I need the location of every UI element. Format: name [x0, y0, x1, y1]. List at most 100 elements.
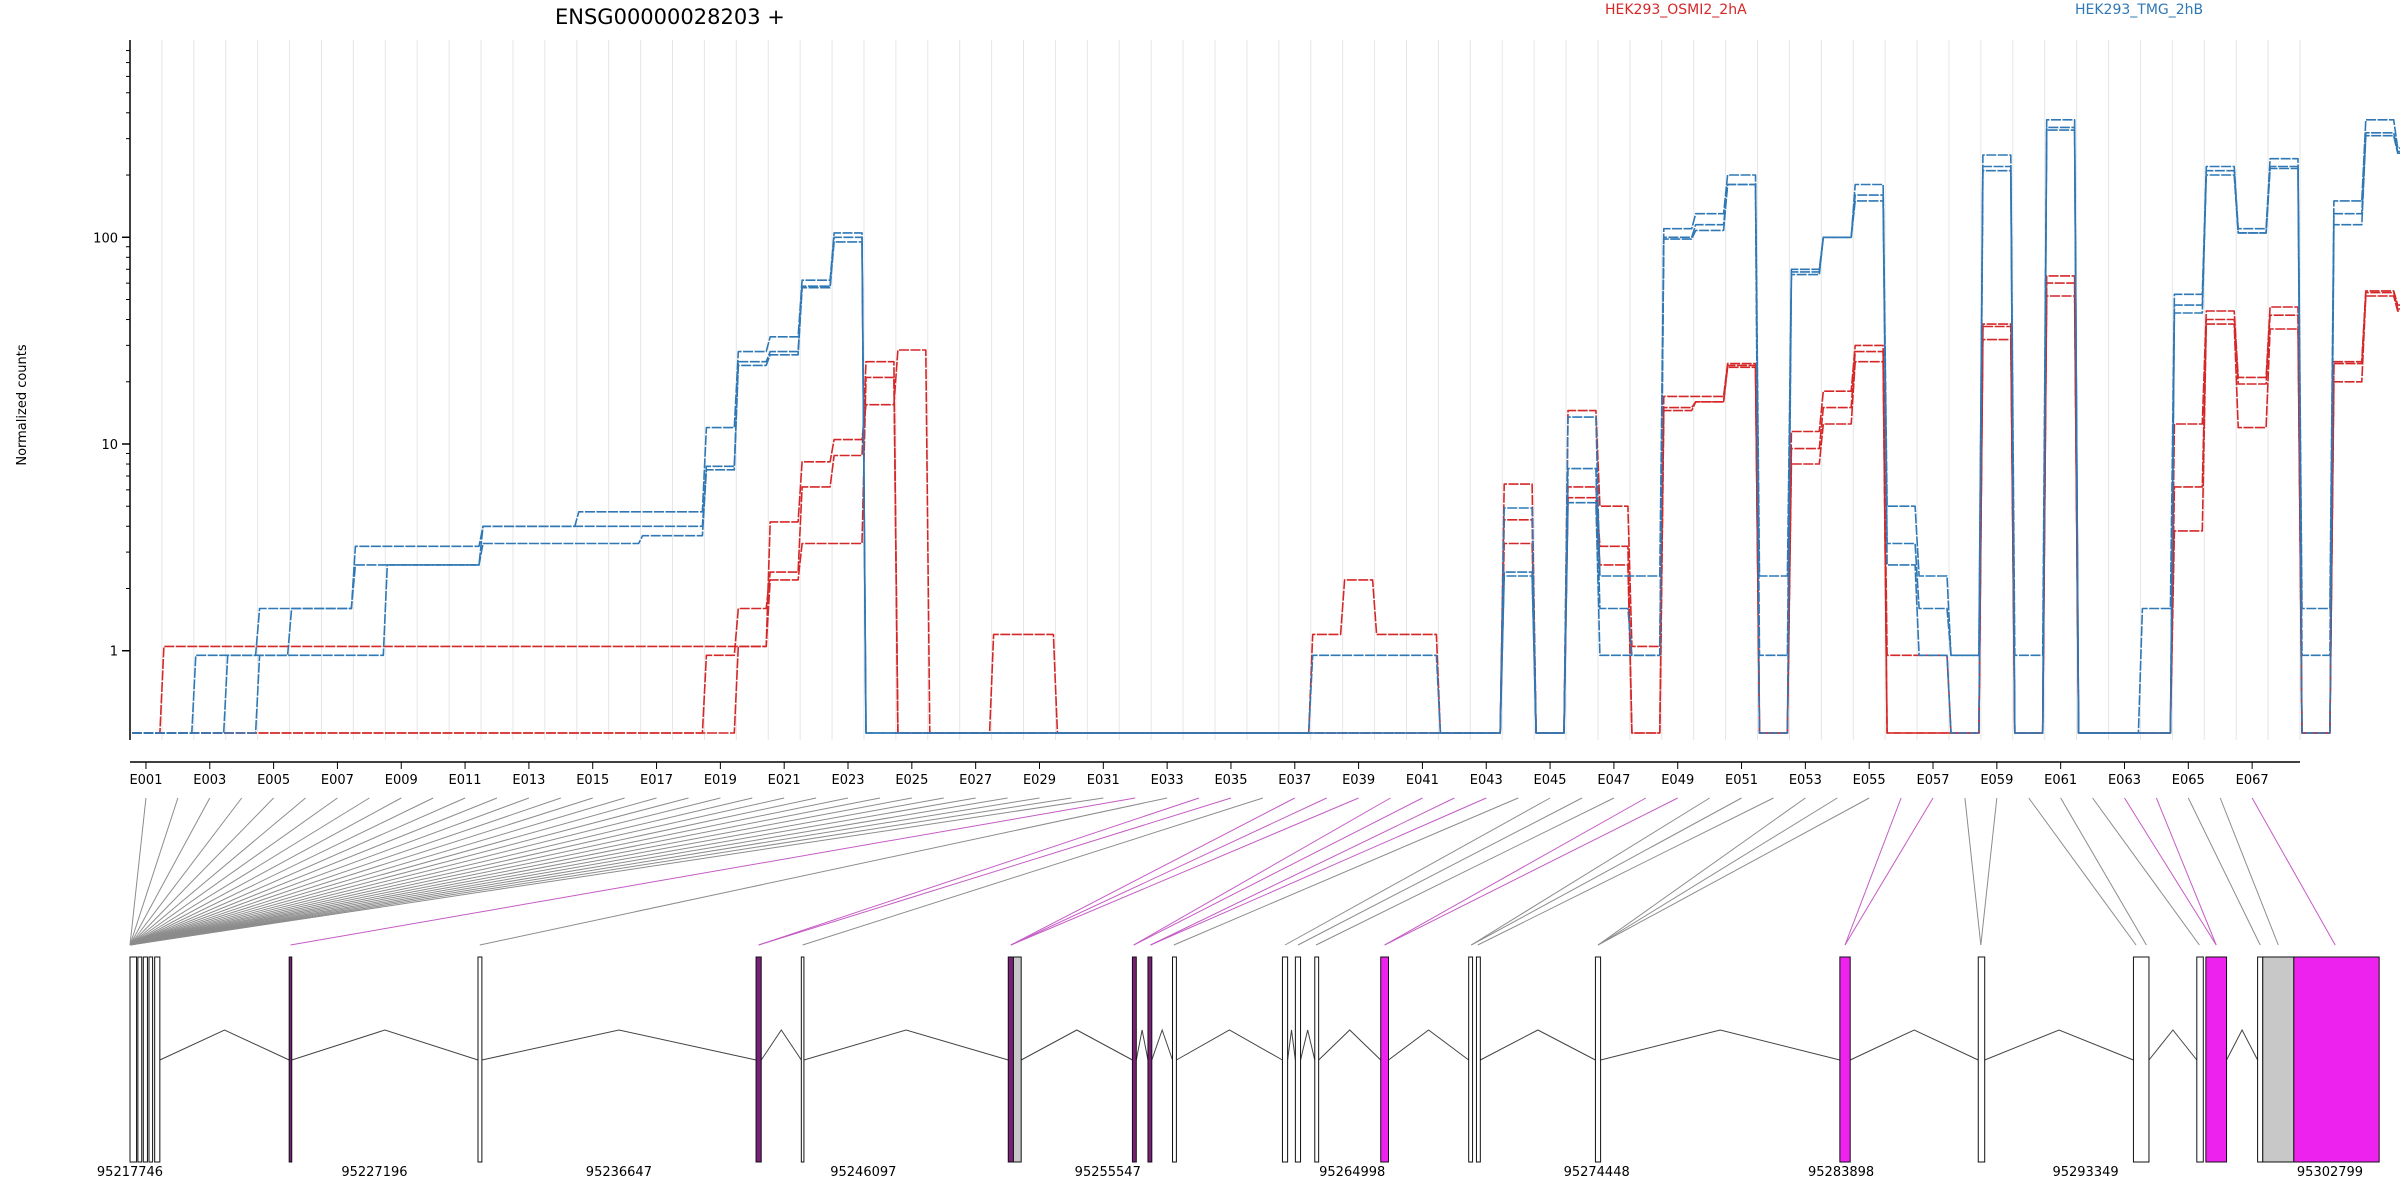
exon-connector	[2187, 797, 2261, 946]
exon-box-white	[129, 956, 138, 1163]
exon-connector	[1010, 797, 1327, 946]
exon-connector	[2092, 797, 2200, 946]
intron-line	[1300, 1029, 1316, 1061]
exon-connector	[129, 797, 434, 946]
exon-box-white	[1281, 956, 1289, 1163]
exon-connector	[129, 797, 657, 946]
exon-connector	[1964, 797, 1982, 946]
exon-box-gray	[1012, 956, 1022, 1163]
exon-connector	[129, 797, 561, 946]
exon-connector	[129, 797, 243, 946]
exon-connector	[1133, 797, 1391, 946]
genomic-tick-label: 95302799	[2297, 1165, 2363, 1180]
exon-connector	[129, 797, 625, 946]
series-line-blue	[132, 126, 2400, 734]
exon-connector	[129, 797, 1040, 946]
series-line-blue	[132, 119, 2400, 734]
exon-connector	[129, 797, 466, 946]
x-tick-label: E063	[2108, 773, 2141, 788]
genomic-tick-label: 95274448	[1564, 1165, 1630, 1180]
exon-connector	[1315, 797, 1615, 946]
exon-connector	[1297, 797, 1583, 946]
exon-connector	[802, 797, 1264, 946]
exon-connector	[129, 797, 849, 946]
exon-box-white	[800, 956, 805, 1163]
intron-line	[1849, 1029, 1979, 1061]
exon-connector	[1384, 797, 1647, 946]
exon-box-white	[1172, 956, 1177, 1163]
intron-line	[1020, 1029, 1133, 1061]
x-tick-label: E039	[1342, 773, 1375, 788]
series-line-red	[132, 275, 2400, 734]
x-tick-label: E005	[257, 773, 290, 788]
exon-connector	[129, 797, 721, 946]
exon-box-purple	[1007, 956, 1014, 1163]
exon-connector	[129, 797, 976, 946]
legend-tmg: HEK293_TMG_2hB	[2075, 2, 2203, 18]
x-tick-label: E017	[640, 773, 673, 788]
exon-connector	[129, 797, 498, 946]
exon-box-white	[142, 956, 148, 1163]
y-tick-label: 1	[110, 645, 118, 660]
x-tick-label: E023	[831, 773, 864, 788]
exon-box-purple	[1131, 956, 1137, 1163]
exon-connector	[1980, 797, 1998, 946]
x-tick-label: E025	[895, 773, 928, 788]
exon-box-white	[2257, 956, 2264, 1163]
exon-box-purple	[755, 956, 762, 1163]
exon-connector	[1597, 797, 1806, 946]
exon-connector	[129, 797, 211, 946]
exon-connector	[129, 797, 881, 946]
intron-line	[1480, 1029, 1596, 1061]
exon-box-white	[137, 956, 143, 1163]
intron-line	[1151, 1028, 1173, 1061]
x-tick-label: E015	[576, 773, 609, 788]
exon-box-magenta	[1380, 956, 1389, 1163]
exon-box-white	[1475, 956, 1481, 1163]
series-line-blue	[132, 129, 2400, 734]
exon-connector	[1010, 797, 1359, 946]
exon-box-white	[1294, 956, 1302, 1163]
exon-connector	[1844, 797, 1934, 946]
exon-box-magenta	[2205, 956, 2228, 1163]
x-tick-label: E045	[1534, 773, 1567, 788]
exon-box-white	[1468, 956, 1474, 1163]
exon-connector	[290, 797, 1136, 946]
genomic-tick-label: 95246097	[830, 1165, 896, 1180]
exon-connectors	[129, 797, 2336, 946]
exon-connector	[129, 797, 1072, 946]
x-tick-label: E051	[1725, 773, 1758, 788]
exon-connector	[1597, 797, 1870, 946]
exon-box-gray	[2262, 956, 2295, 1163]
exon-connector	[1384, 797, 1678, 946]
exon-connector	[1133, 797, 1423, 946]
x-tick-label: E059	[1980, 773, 2013, 788]
intron-line	[291, 1029, 479, 1061]
x-tick-label: E029	[1023, 773, 1056, 788]
exon-connector	[2124, 797, 2217, 946]
exon-connector	[129, 797, 689, 946]
x-tick-label: E009	[385, 773, 418, 788]
x-tick-label: E031	[1087, 773, 1120, 788]
exon-connector	[2028, 797, 2137, 946]
exon-connector	[1471, 797, 1710, 946]
exon-connector	[1844, 797, 1902, 946]
exon-connector	[1173, 797, 1519, 946]
x-tick-label: E019	[704, 773, 737, 788]
genomic-tick-label: 95227196	[341, 1165, 407, 1180]
intron-line	[2226, 1028, 2259, 1061]
exon-connector	[129, 797, 1104, 946]
x-tick-label: E057	[1916, 773, 1949, 788]
y-tick-label: 10	[101, 438, 118, 453]
x-tick-label: E021	[768, 773, 801, 788]
intron-line	[1984, 1029, 2134, 1061]
exon-connector	[1597, 797, 1838, 946]
exon-connector	[758, 797, 1232, 946]
exon-connector	[129, 797, 817, 946]
genomic-tick-label: 95293349	[2052, 1165, 2118, 1180]
exon-box-white	[1977, 956, 1986, 1163]
exon-box-white	[1594, 956, 1602, 1163]
exon-connector	[129, 797, 147, 946]
exon-box-magenta	[2293, 956, 2380, 1163]
x-tick-label: E047	[1597, 773, 1630, 788]
